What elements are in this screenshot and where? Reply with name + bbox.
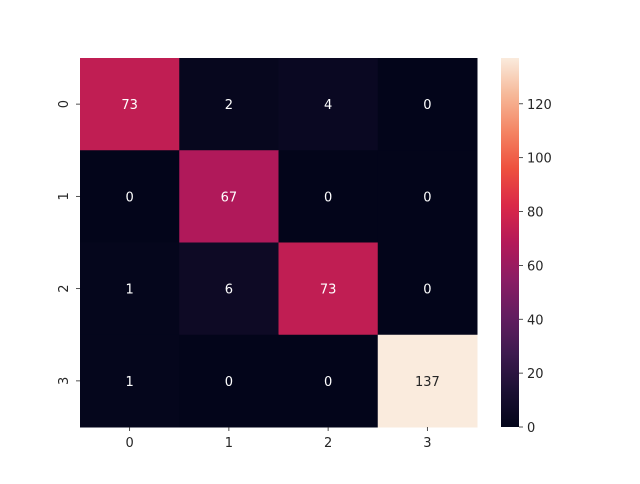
heatmap-cell-r1-c0 (80, 150, 180, 243)
x-axis: 0 1 2 3 (125, 427, 432, 451)
colorbar-tick-label: 120 (527, 98, 552, 113)
colorbar-tick-label: 40 (527, 313, 544, 328)
heatmap-cell-r1-c3 (377, 150, 478, 243)
colorbar-tick-label: 100 (527, 152, 552, 167)
cell-value-r1-c2: 0 (324, 190, 332, 205)
heatmap-cell-r2-c2 (278, 242, 379, 336)
heatmap-cell-r3-c3 (377, 334, 478, 428)
cell-value-r1-c3: 0 (423, 190, 431, 205)
heatmap-cell-r3-c0 (80, 334, 180, 428)
cell-value-r2-c2: 73 (320, 283, 337, 298)
cell-value-r1-c0: 0 (125, 190, 133, 205)
cell-value-r2-c0: 1 (125, 283, 133, 298)
x-tick-label: 3 (423, 436, 431, 451)
cell-value-r3-c3: 137 (415, 375, 440, 390)
colorbar-gradient (501, 58, 519, 427)
y-tick-label: 1 (57, 192, 72, 200)
heatmap-cell-r1-c2 (278, 150, 379, 243)
heatmap-cell-r0-c0 (80, 58, 180, 151)
colorbar-tick-label: 60 (527, 259, 544, 274)
cell-value-r1-c1: 67 (221, 190, 238, 205)
colorbar-tick-label: 80 (527, 206, 544, 221)
colorbar-tick-label: 0 (527, 421, 535, 436)
cell-annotations: 73 2 4 0 0 67 0 0 1 6 73 0 1 0 0 137 (121, 98, 439, 390)
heatmap-cells (80, 58, 478, 428)
heatmap-cell-r0-c2 (278, 58, 379, 151)
heatmap-cell-r2-c3 (377, 242, 478, 336)
x-tick-label: 0 (125, 436, 133, 451)
x-tick-label: 2 (324, 436, 332, 451)
y-tick-label: 2 (57, 284, 72, 292)
cell-value-r0-c1: 2 (225, 98, 233, 113)
y-tick-label: 0 (57, 100, 72, 108)
cell-value-r0-c2: 4 (324, 98, 332, 113)
heatmap-cell-r0-c1 (179, 58, 279, 151)
heatmap-cell-r2-c0 (80, 242, 180, 336)
cell-value-r0-c3: 0 (423, 98, 431, 113)
cell-value-r2-c1: 6 (225, 283, 233, 298)
heatmap-cell-r3-c1 (179, 334, 279, 428)
cell-value-r3-c2: 0 (324, 375, 332, 390)
x-tick-label: 1 (225, 436, 233, 451)
y-axis: 0 1 2 3 (57, 100, 80, 385)
heatmap-cell-r1-c1 (179, 150, 279, 243)
colorbar-tick-label: 20 (527, 367, 544, 382)
heatmap-cell-r2-c1 (179, 242, 279, 336)
colorbar: 0 20 40 60 80 100 120 (501, 58, 552, 436)
cell-value-r2-c3: 0 (423, 283, 431, 298)
cell-value-r3-c0: 1 (125, 375, 133, 390)
heatmap-cell-r3-c2 (278, 334, 379, 428)
heatmap-cell-r0-c3 (377, 58, 478, 151)
cell-value-r3-c1: 0 (225, 375, 233, 390)
cell-value-r0-c0: 73 (121, 98, 138, 113)
y-tick-label: 3 (57, 377, 72, 385)
